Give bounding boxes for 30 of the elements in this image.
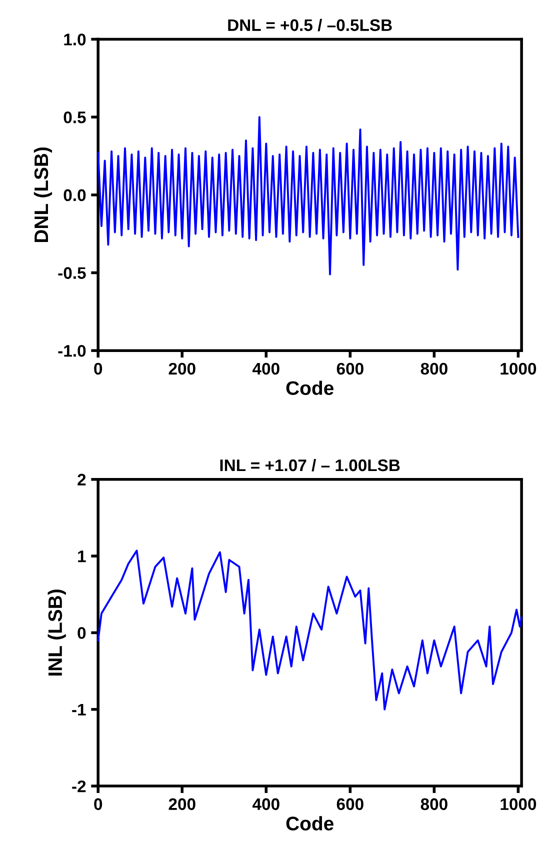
chart-title: INL = +1.07 / – 1.00LSB [220, 458, 400, 472]
y-tick-label: 1 [78, 550, 86, 562]
y-tick-label: -1.0 [58, 344, 86, 357]
y-tick-label: -1 [72, 704, 86, 716]
x-tick-label: 200 [168, 798, 196, 810]
x-tick-label: 0 [94, 362, 102, 375]
y-tick-label: 0.5 [64, 111, 86, 124]
y-axis-title: INL (LSB) [48, 590, 66, 676]
y-tick-label: 2 [78, 474, 86, 486]
y-tick-label: -2 [72, 780, 86, 792]
x-tick-label: 600 [336, 362, 364, 375]
y-tick-label: 1.0 [64, 34, 86, 46]
x-tick-label: 800 [420, 798, 448, 810]
y-tick-label: -0.5 [58, 267, 86, 279]
x-tick-label: 400 [252, 362, 280, 375]
y-tick-label: 0.0 [64, 189, 86, 202]
x-axis-title: Code [286, 380, 334, 395]
x-tick-label: 400 [252, 798, 280, 810]
x-tick-label: 0 [94, 798, 102, 810]
y-axis-title: DNL (LSB) [34, 147, 52, 242]
y-tick-label: 0 [78, 627, 86, 639]
x-tick-label: 800 [420, 362, 448, 375]
x-tick-label: 1000 [500, 362, 536, 375]
line-series [97, 116, 520, 276]
x-tick-label: 600 [336, 798, 364, 810]
x-tick-label: 200 [168, 362, 196, 375]
x-axis-title: Code [286, 816, 334, 830]
x-tick-label: 1000 [500, 798, 536, 810]
chart-title: DNL = +0.5 / –0.5LSB [228, 18, 392, 32]
line-series [97, 550, 523, 710]
